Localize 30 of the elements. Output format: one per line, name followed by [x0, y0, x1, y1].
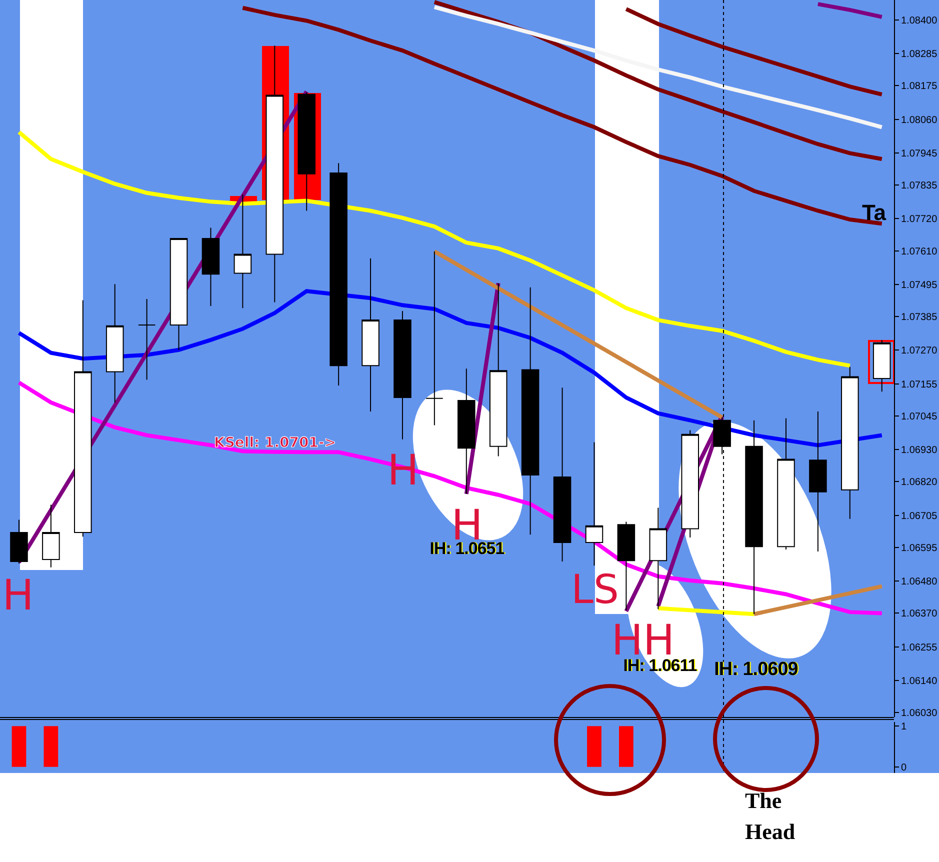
- y-tick-label: 1.08285: [901, 48, 938, 60]
- y-tick-label: 1.06480: [901, 576, 938, 588]
- y-tick-label: 1.07495: [901, 280, 938, 291]
- y-tick-label: 1.08060: [901, 114, 938, 126]
- text: The Head: [745, 787, 796, 846]
- y-tick-label: 0: [901, 762, 907, 774]
- annotation: KSell: 1.0701->: [214, 435, 336, 451]
- annotation: IH: 1.0651: [430, 539, 504, 559]
- y-tick-label: 1.07610: [901, 246, 938, 258]
- annotation: Ta: [862, 200, 886, 226]
- y-tick-label: 1.07045: [901, 411, 938, 422]
- y-tick-label: 1.08400: [901, 15, 938, 26]
- y-tick-label: 1.06595: [901, 542, 938, 554]
- y-tick-label: 1.07155: [901, 379, 938, 390]
- y-tick-label: 1.07835: [901, 180, 938, 192]
- y-tick-label: 1.06930: [901, 445, 938, 456]
- y-tick-label: 1.07385: [901, 312, 938, 324]
- y-tick-label: 1.06255: [901, 642, 938, 654]
- y-tick-label: 1.06820: [901, 477, 938, 488]
- annotation: H: [2, 570, 34, 620]
- y-tick-label: 1.06140: [901, 676, 938, 687]
- y-tick-label: 1.07945: [901, 148, 938, 160]
- y-tick-label: 1.06705: [901, 510, 938, 522]
- y-tick-label: 1.06370: [901, 608, 938, 620]
- y-tick-label: 1.07720: [901, 214, 938, 226]
- y-tick-label: 1.06030: [901, 708, 938, 720]
- y-tick-label: 1: [901, 722, 907, 733]
- y-tick-label: 1.07270: [901, 346, 938, 357]
- y-tick-label: 1.08175: [901, 81, 938, 92]
- annotation: IH: 1.0609: [714, 659, 798, 681]
